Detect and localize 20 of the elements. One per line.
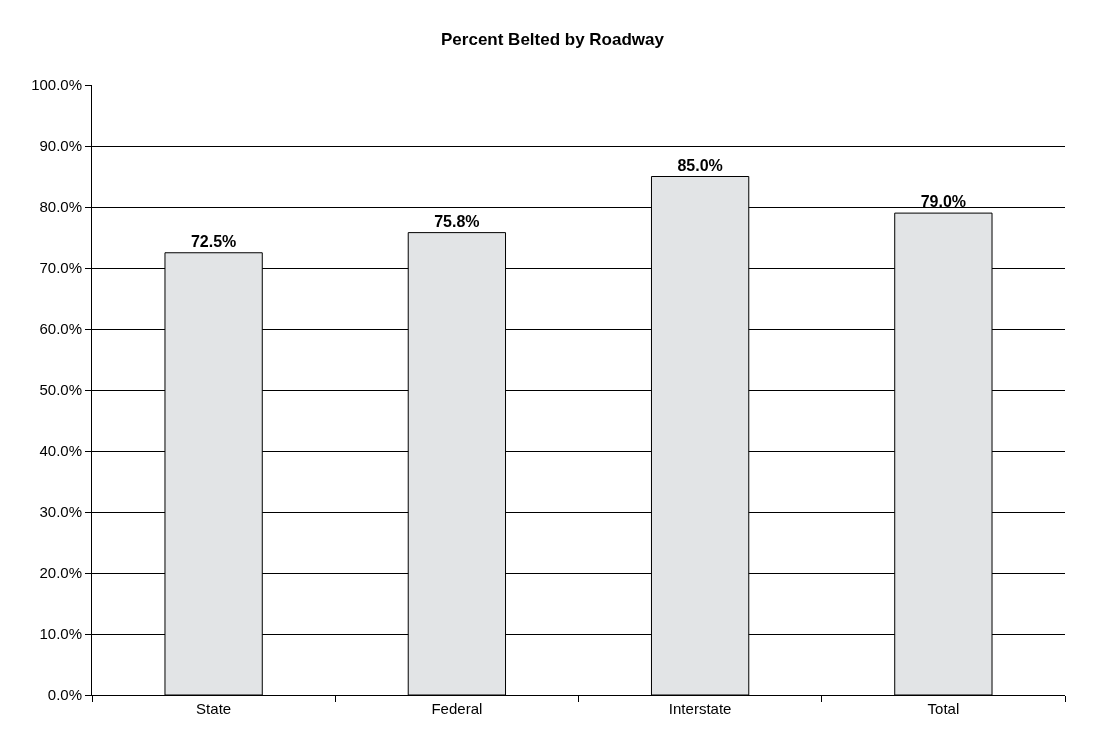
y-tick-label: 80.0% [39, 198, 82, 216]
data-label: 79.0% [920, 193, 967, 211]
x-tick-label: Total [927, 700, 960, 717]
y-tick-label: 30.0% [39, 503, 82, 521]
data-label: 75.8% [434, 212, 480, 230]
x-tick-label: Interstate [668, 700, 732, 717]
y-tick-label: 70.0% [39, 259, 82, 277]
x-tick-label: State [196, 700, 232, 717]
y-tick-label: 50.0% [39, 381, 82, 399]
y-tick-label: 0.0% [47, 686, 82, 704]
y-tick-label: 10.0% [39, 625, 82, 643]
y-tick-label: 40.0% [39, 442, 82, 460]
x-tick-label: Federal [431, 700, 483, 717]
y-tick-label: 100.0% [31, 76, 82, 94]
chart-title: Percent Belted by Roadway [441, 30, 665, 50]
y-tick-label: 20.0% [39, 564, 82, 582]
data-label: 85.0% [677, 156, 723, 174]
y-tick-label: 90.0% [39, 137, 82, 155]
data-label: 72.5% [190, 232, 237, 250]
y-tick-label: 60.0% [39, 320, 82, 338]
